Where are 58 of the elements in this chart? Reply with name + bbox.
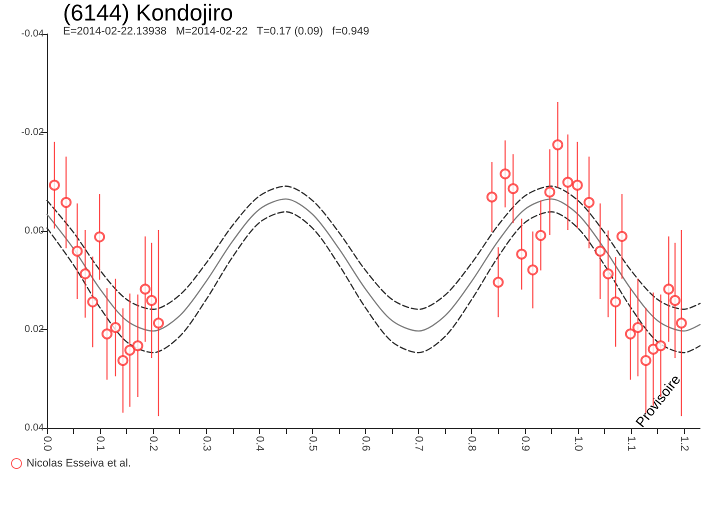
y-tick-label: -0.04 — [21, 28, 44, 40]
point — [110, 322, 121, 334]
x-tick-label: 0.2 — [147, 436, 160, 452]
y-tick-label: 0.02 — [24, 324, 44, 335]
point — [146, 294, 158, 306]
point — [140, 284, 151, 295]
point — [516, 248, 528, 260]
x-tick-label: 0.4 — [253, 436, 266, 452]
point — [500, 168, 511, 180]
x-tick-label: 0.9 — [518, 436, 531, 452]
x-tick-label: 0.8 — [466, 436, 478, 452]
x-tick-label: 0.6 — [360, 436, 372, 452]
point — [632, 322, 644, 334]
point — [48, 180, 60, 191]
y-tick-label: 0.04 — [24, 422, 44, 434]
y-tick-label: -0.02 — [21, 127, 44, 138]
point — [527, 264, 538, 276]
point — [670, 294, 681, 306]
point — [80, 268, 91, 280]
point — [508, 183, 519, 194]
point — [676, 318, 687, 329]
point — [152, 318, 164, 329]
point — [124, 344, 136, 356]
point — [663, 284, 674, 295]
point — [492, 276, 504, 288]
point — [655, 340, 666, 352]
point — [535, 230, 546, 241]
point — [624, 328, 636, 340]
point — [544, 186, 556, 198]
point — [610, 296, 622, 308]
point — [584, 196, 595, 208]
chart-title: (6144) Kondojiro — [63, 0, 234, 26]
point — [132, 340, 144, 352]
point — [102, 328, 112, 340]
point — [572, 180, 583, 191]
y-tick-label: 0.00 — [24, 226, 44, 236]
x-tick-label: 0.7 — [412, 436, 425, 452]
x-tick-label: 1.1 — [624, 436, 637, 452]
point — [87, 296, 98, 308]
point — [594, 246, 606, 257]
point — [486, 192, 498, 203]
point — [117, 355, 128, 366]
point — [72, 246, 83, 257]
x-tick-label: 0.0 — [41, 436, 53, 452]
point — [562, 176, 574, 188]
point — [616, 230, 628, 242]
point — [640, 355, 652, 366]
x-tick-label: 0.5 — [306, 436, 318, 452]
point — [552, 139, 564, 150]
x-tick-label: 0.3 — [200, 436, 212, 452]
chart-subtitle: E=2014-02-22.13938 M=2014-02-22 T=0.17 (0.09) f=0.949 — [63, 26, 370, 38]
legend-label: Nicolas Esseiva et al. — [26, 458, 132, 470]
point — [602, 268, 614, 280]
x-tick-label: 0.1 — [94, 436, 106, 452]
point — [94, 231, 106, 242]
x-tick-label: 1.2 — [678, 436, 690, 452]
x-tick-label: 1.0 — [572, 436, 584, 452]
point — [60, 196, 72, 208]
